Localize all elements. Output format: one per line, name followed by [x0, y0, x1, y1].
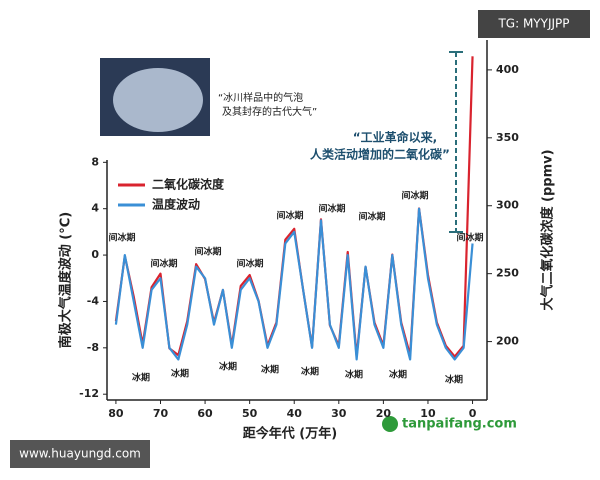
- annotation: 间冰期: [236, 258, 263, 270]
- annotation: 间冰期: [150, 258, 177, 270]
- annotation: 间冰期: [276, 210, 303, 222]
- watermark-box: [478, 10, 590, 38]
- annotation: 间冰期: [456, 232, 483, 244]
- x-tick-label: 50: [242, 407, 258, 420]
- y-tick-label: -12: [79, 387, 99, 400]
- y-tick-label: -8: [87, 341, 99, 354]
- annotation: 间冰期: [401, 190, 428, 202]
- x-tick-label: 10: [420, 407, 436, 420]
- callout: 人类活动增加的二氧化碳”: [310, 147, 450, 162]
- y2-label: 大气二氧化碳浓度 (ppmv): [540, 149, 556, 310]
- annotation: 间冰期: [358, 211, 385, 223]
- watermark: www.huayungd.com: [19, 447, 141, 461]
- y-tick-label: 4: [91, 202, 99, 215]
- x-tick-label: 40: [287, 407, 303, 420]
- annotation: 冰期: [132, 372, 150, 384]
- watermark-box: [10, 440, 150, 468]
- annotation: 冰期: [389, 369, 407, 381]
- x-tick-label: 60: [197, 407, 213, 420]
- annotation: 冰期: [171, 368, 189, 380]
- logo-icon: [382, 416, 398, 432]
- photo-ice: [113, 68, 203, 132]
- annotation: 间冰期: [194, 246, 221, 258]
- legend-label: 温度波动: [152, 197, 200, 212]
- x-tick-label: 0: [469, 407, 477, 420]
- annotation: 冰期: [219, 361, 237, 373]
- callout: “工业革命以来,: [353, 130, 437, 145]
- watermark: TG: MYYJJPP: [497, 17, 569, 31]
- annotation: 冰期: [345, 369, 363, 381]
- y2-tick-label: 350: [496, 131, 519, 144]
- x-tick-label: 80: [108, 407, 124, 420]
- series-line: [114, 207, 474, 361]
- y-tick-label: 8: [91, 155, 99, 168]
- x-tick-label: 70: [153, 407, 169, 420]
- y-label: 南极大气温度波动 (°C): [58, 212, 74, 348]
- caption: “冰川样品中的气泡: [218, 91, 303, 104]
- y2-tick-label: 300: [496, 199, 519, 212]
- y-tick-label: 0: [91, 248, 99, 261]
- y2-tick-label: 400: [496, 63, 519, 76]
- x-label: 距今年代 (万年): [243, 426, 337, 442]
- annotation: 冰期: [261, 364, 279, 376]
- y2-tick-label: 200: [496, 335, 519, 348]
- y-tick-label: -4: [87, 294, 100, 307]
- x-tick-label: 20: [376, 407, 392, 420]
- annotation: 间冰期: [108, 232, 135, 244]
- x-tick-label: 30: [331, 407, 347, 420]
- annotation: 冰期: [301, 366, 319, 378]
- annotation: 间冰期: [318, 203, 345, 215]
- annotation: 冰期: [445, 374, 463, 386]
- caption: 及其封存的古代大气”: [222, 105, 317, 118]
- logo: tanpaifang.com: [402, 417, 517, 432]
- y2-tick-label: 250: [496, 267, 519, 280]
- legend-label: 二氧化碳浓度: [152, 177, 225, 192]
